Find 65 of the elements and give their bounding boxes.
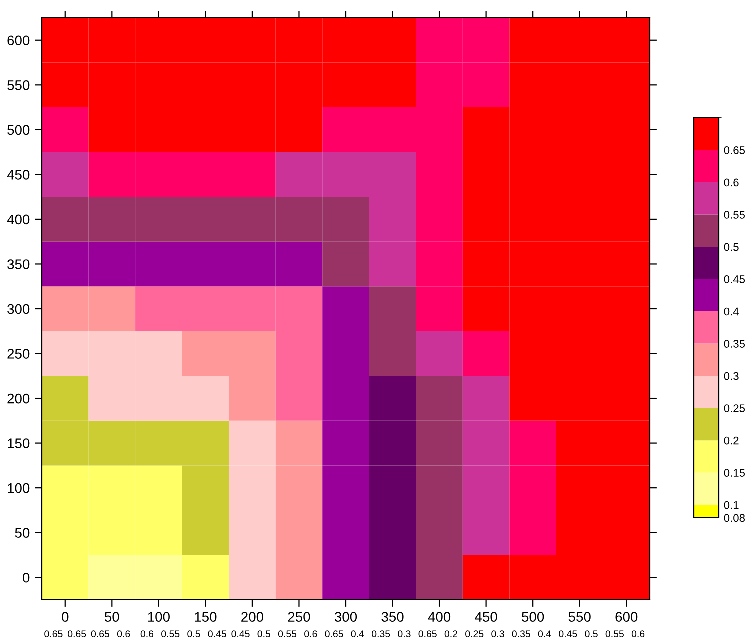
text: 0.6: [117, 630, 130, 638]
color-bar-label: 0.08: [724, 514, 746, 522]
y-tick-label: 300: [8, 304, 30, 314]
color-bar-label: 0.4: [724, 308, 739, 316]
text: 0.65: [91, 630, 110, 638]
text: 0.3: [398, 630, 411, 638]
y-tick-label: 350: [8, 260, 30, 270]
y-tick-label: 450: [7, 170, 30, 180]
x-tick-label: 600: [616, 612, 638, 622]
color-bar-label: 0.55: [724, 211, 746, 219]
text: 0.35: [372, 630, 390, 638]
y-tick-label: 400: [7, 214, 30, 225]
x-tick-label: 200: [242, 612, 264, 622]
y-tick-label: 250: [8, 349, 30, 359]
text: 0.25: [466, 630, 484, 638]
color-bar-label: 0.5: [724, 243, 739, 252]
text: 0.5: [585, 630, 598, 638]
text: 0.45: [208, 630, 226, 638]
x-tick-label: 300: [334, 612, 358, 622]
x-tick-label: 100: [148, 612, 170, 622]
color-bar-label: 0.35: [724, 340, 746, 348]
y-tick-label: 0: [23, 572, 30, 583]
text: 0.45: [559, 630, 578, 638]
text: 0.45: [232, 630, 250, 638]
text: 0.3: [492, 630, 504, 638]
color-bar-label: 0.15: [724, 469, 746, 477]
x-tick-label: 250: [288, 612, 310, 622]
x-tick-label: 550: [568, 612, 591, 622]
x-tick-label: 500: [522, 612, 544, 622]
text: 0.6: [304, 630, 318, 638]
y-tick-label: 100: [8, 483, 30, 494]
y-tick-label: 550: [8, 80, 30, 90]
x-tick-label: 400: [428, 612, 451, 622]
y-tick-label: 50: [15, 528, 30, 538]
text: 0.6: [140, 630, 154, 638]
y-tick-label: 200: [8, 394, 30, 404]
x-tick-label: 150: [195, 612, 217, 622]
color-bar-label: 0.6: [724, 178, 739, 187]
y-tick-label: 600: [8, 36, 30, 46]
color-bar-label: 0.2: [724, 436, 739, 445]
text: 0.4: [538, 630, 552, 638]
text: 0.6: [632, 630, 645, 638]
color-bar-label: 0.45: [724, 276, 746, 284]
text: 0.65: [44, 630, 63, 638]
text: 0.65: [68, 630, 86, 638]
text: 0.4: [351, 630, 364, 638]
text: 0.5: [258, 630, 271, 638]
text: 0.55: [278, 630, 297, 638]
y-tick-label: 500: [8, 125, 30, 136]
x-tick-label: 350: [382, 612, 404, 622]
text: 0.65: [418, 630, 437, 638]
text: 0.55: [162, 630, 180, 638]
color-bar-label: 0.25: [724, 404, 746, 412]
color-bar-label: 0.65: [724, 146, 746, 154]
text: 0.5: [188, 630, 200, 638]
x-tick-label: 0: [62, 612, 69, 622]
y-tick-label: 150: [8, 438, 30, 448]
x-tick-label: 450: [475, 612, 498, 622]
text: 0.35: [512, 630, 530, 638]
text: 0.2: [444, 630, 458, 638]
color-bar-label: 0.1: [724, 501, 739, 510]
text: 0.55: [606, 630, 624, 638]
x-tick-label: 50: [104, 612, 120, 622]
color-bar-label: 0.3: [724, 372, 739, 380]
text: 0.65: [325, 630, 344, 638]
